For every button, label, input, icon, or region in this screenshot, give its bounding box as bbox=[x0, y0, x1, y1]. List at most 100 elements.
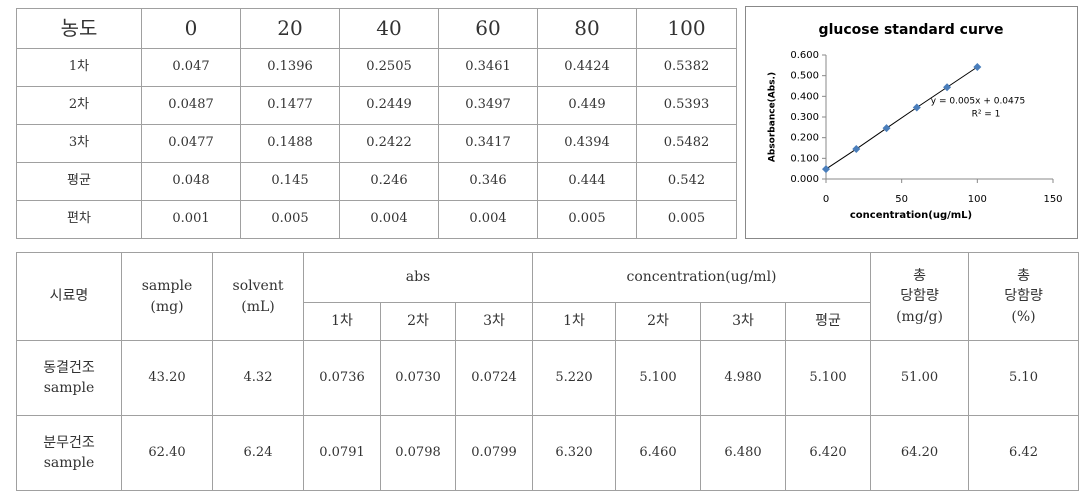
header-cell: 60 bbox=[438, 8, 538, 49]
cell-text: 1차 bbox=[331, 313, 353, 330]
row-label: 1차 bbox=[16, 48, 142, 87]
cell-text: 2차 bbox=[407, 313, 429, 330]
cell-text: 1차 bbox=[563, 313, 585, 330]
cell-text: 2차 bbox=[647, 313, 669, 330]
data-row: 3차 0.0477 0.1488 0.2422 0.3417 0.4394 0.5482 bbox=[16, 124, 737, 163]
cell-text: 0.449 bbox=[568, 97, 606, 113]
value-cell: 0.004 bbox=[339, 200, 439, 239]
value-cell: 0.2449 bbox=[339, 86, 439, 125]
equation: y = 0.005x + 0.0475 bbox=[931, 97, 1025, 107]
cell-text: 0.0487 bbox=[168, 97, 214, 113]
data-point bbox=[822, 165, 830, 174]
value-cell: 5.10 bbox=[968, 340, 1080, 416]
header-cell: 80 bbox=[537, 8, 637, 49]
data-point bbox=[943, 83, 952, 92]
cell-text: 6.320 bbox=[555, 444, 593, 460]
header-cell: solvent (mL) bbox=[212, 252, 304, 341]
cell-text: 총 bbox=[913, 268, 926, 285]
y-tick-label: 0.600 bbox=[790, 50, 819, 61]
value-cell: 64.20 bbox=[870, 415, 970, 491]
value-cell: 0.145 bbox=[240, 162, 340, 201]
fit-line bbox=[825, 66, 978, 170]
chart-box: glucose standard curve concentration(ug/… bbox=[745, 6, 1078, 239]
cell-text: 6.480 bbox=[724, 444, 762, 460]
cell-text: 5.220 bbox=[555, 369, 593, 385]
cell-text: 0.2505 bbox=[366, 59, 412, 75]
cell-text: 평균 bbox=[815, 313, 841, 330]
header-cell: 총 당함량 (%) bbox=[968, 252, 1080, 341]
value-cell: 0.0477 bbox=[141, 124, 241, 163]
data-row: 동결건조 sample 43.20 4.32 0.0736 0.0730 0.0724 5.2… bbox=[16, 340, 1080, 416]
cell-text: 0.0730 bbox=[395, 369, 441, 385]
cell-text: abs bbox=[405, 269, 431, 286]
value-cell: 4.980 bbox=[700, 340, 786, 416]
cell-text: 0.0799 bbox=[471, 444, 517, 460]
cell-text: 0.5393 bbox=[663, 97, 710, 113]
value-cell: 0.005 bbox=[537, 200, 637, 239]
value-cell: 0.3417 bbox=[438, 124, 538, 163]
cell-text: (mg/g) bbox=[896, 308, 943, 325]
value-cell: 5.220 bbox=[532, 340, 616, 416]
value-cell: 0.4394 bbox=[537, 124, 637, 163]
value-cell: 0.346 bbox=[438, 162, 538, 201]
value-cell: 0.444 bbox=[537, 162, 637, 201]
cell-text: sample bbox=[141, 278, 193, 295]
value-cell: 0.001 bbox=[141, 200, 241, 239]
cell-text: 0.0724 bbox=[471, 369, 517, 385]
value-cell: 51.00 bbox=[870, 340, 970, 416]
cell-text: 0.542 bbox=[667, 173, 706, 189]
cell-text: 6.460 bbox=[639, 444, 677, 460]
x-tick-label: 50 bbox=[895, 194, 908, 205]
value-cell: 0.246 bbox=[339, 162, 439, 201]
value-cell: 6.420 bbox=[784, 415, 872, 491]
row-label: 3차 bbox=[16, 124, 142, 163]
value-cell: 6.24 bbox=[212, 415, 304, 491]
cell-text: 0.005 bbox=[568, 211, 606, 227]
sub-header: 평균 bbox=[784, 302, 872, 341]
cell-text: 0.048 bbox=[172, 173, 210, 189]
row-label: 2차 bbox=[16, 86, 142, 125]
value-cell: 0.0798 bbox=[380, 415, 456, 491]
cell-text: 3차 bbox=[732, 313, 754, 330]
cell-text: 4.32 bbox=[243, 369, 273, 385]
cell-text: 100 bbox=[667, 16, 706, 40]
value-cell: 0.0724 bbox=[455, 340, 533, 416]
cell-text: 43.20 bbox=[148, 369, 186, 385]
cell-text: 0.145 bbox=[271, 173, 309, 189]
row-label: 분무건조 sample bbox=[16, 415, 122, 491]
cell-text: 당함량 bbox=[1004, 288, 1043, 305]
y-tick-label: 0.100 bbox=[790, 153, 819, 164]
cell-text: 0.3417 bbox=[465, 135, 511, 151]
value-cell: 6.460 bbox=[615, 415, 701, 491]
sub-header: 1차 bbox=[532, 302, 616, 341]
cell-text: 0.0477 bbox=[168, 135, 214, 151]
cell-text: 당함량 bbox=[900, 288, 939, 305]
cell-text: 6.42 bbox=[1009, 444, 1038, 460]
value-cell: 4.32 bbox=[212, 340, 304, 416]
cell-text: 0.444 bbox=[568, 173, 606, 189]
x-tick-label: 100 bbox=[968, 194, 987, 205]
row-label: 평균 bbox=[16, 162, 142, 201]
y-tick-label: 0.400 bbox=[790, 91, 819, 102]
x-tick-label: 150 bbox=[1043, 194, 1062, 205]
cell-text: 3차 bbox=[483, 313, 505, 330]
cell-text: 6.24 bbox=[243, 444, 273, 460]
value-cell: 0.005 bbox=[240, 200, 340, 239]
cell-text: (mg) bbox=[150, 298, 184, 315]
cell-text: 5.100 bbox=[809, 369, 847, 385]
cell-text: 0.0791 bbox=[319, 444, 365, 460]
cell-text: 0.4424 bbox=[564, 59, 610, 75]
header-cell: 시료명 bbox=[16, 252, 122, 341]
cell-text: 0.1477 bbox=[267, 97, 313, 113]
cell-text: 0.004 bbox=[370, 211, 408, 227]
sub-header: 2차 bbox=[615, 302, 701, 341]
cell-text: 0.5382 bbox=[663, 59, 710, 75]
value-cell: 0.2422 bbox=[339, 124, 439, 163]
value-cell: 0.5482 bbox=[636, 124, 737, 163]
x-axis-title: concentration(ug/mL) bbox=[850, 210, 972, 221]
cell-text: 0.0736 bbox=[319, 369, 365, 385]
value-cell: 0.1488 bbox=[240, 124, 340, 163]
cell-text: 3차 bbox=[68, 135, 90, 151]
cell-text: 0.246 bbox=[370, 173, 408, 189]
